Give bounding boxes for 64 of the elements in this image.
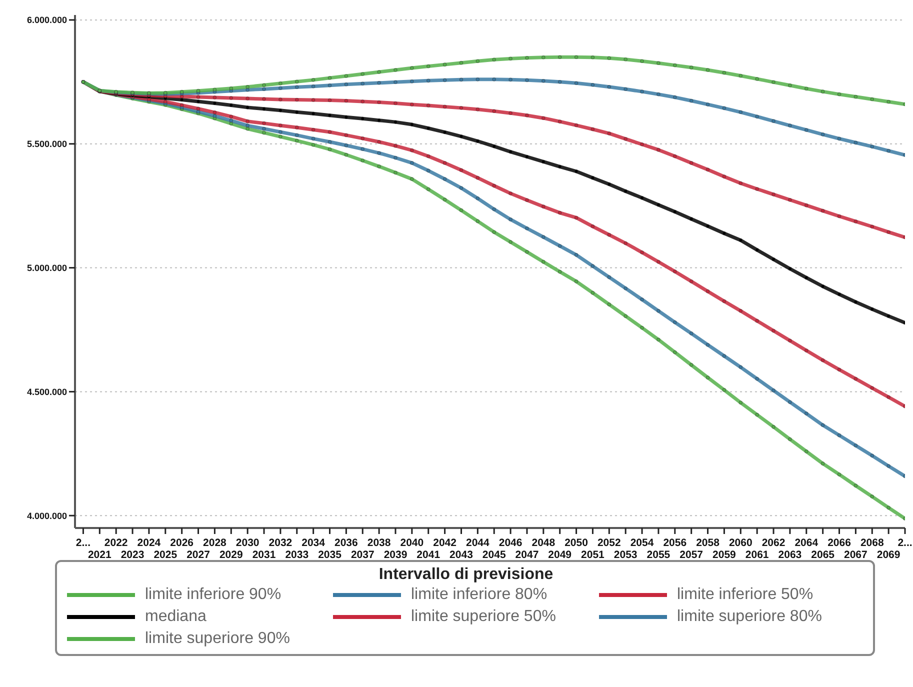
x-tick-label: 2... xyxy=(898,537,912,549)
x-tick-label: 2032 xyxy=(268,537,292,549)
y-tick-label: 6.000.000 xyxy=(26,15,67,26)
y-tick-label: 4.000.000 xyxy=(26,510,67,521)
x2-tick-label: 2025 xyxy=(154,549,178,561)
x2-tick-label: 2031 xyxy=(252,549,276,561)
x2-tick-label: 2035 xyxy=(318,549,342,561)
x2-tick-label: 2061 xyxy=(745,549,769,561)
x-tick-label: 2040 xyxy=(400,537,424,549)
legend-label: limite inferiore 90% xyxy=(145,586,282,604)
x2-tick-label: 2055 xyxy=(646,549,670,561)
x2-tick-label: 2033 xyxy=(285,549,309,561)
x-tick-label: 2050 xyxy=(564,537,588,549)
legend-label: mediana xyxy=(145,608,206,626)
x2-tick-label: 2063 xyxy=(778,549,802,561)
legend-label: limite superiore 90% xyxy=(145,630,290,648)
x-tick-label: 2030 xyxy=(236,537,260,549)
x-tick-label: 2064 xyxy=(794,537,818,549)
x-tick-label: 2048 xyxy=(532,537,556,549)
x-tick-label: 2024 xyxy=(137,537,161,549)
x2-tick-label: 2047 xyxy=(515,549,539,561)
legend-label: limite inferiore 50% xyxy=(677,586,814,604)
x-tick-label: 2042 xyxy=(433,537,457,549)
y-tick-label: 4.500.000 xyxy=(26,386,67,397)
x2-tick-label: 2067 xyxy=(844,549,868,561)
x-tick-label: 2052 xyxy=(597,537,621,549)
x-tick-label: 2054 xyxy=(630,537,654,549)
x-tick-label: 2036 xyxy=(334,537,358,549)
y-tick-label: 5.000.000 xyxy=(26,262,67,273)
x2-tick-label: 2029 xyxy=(219,549,243,561)
y-tick-label: 5.500.000 xyxy=(26,139,67,150)
x2-tick-label: 2043 xyxy=(450,549,474,561)
legend-title: Intervallo di previsione xyxy=(378,566,554,584)
x-tick-label: 2058 xyxy=(696,537,720,549)
x2-tick-label: 2027 xyxy=(186,549,210,561)
x-tick-label: 2026 xyxy=(170,537,194,549)
x-tick-label: 2034 xyxy=(302,537,326,549)
x2-tick-label: 2069 xyxy=(876,549,900,561)
x2-tick-label: 2023 xyxy=(120,549,144,561)
x2-tick-label: 2065 xyxy=(811,549,835,561)
x-tick-label: 2022 xyxy=(104,537,128,549)
x-tick-label: 2062 xyxy=(762,537,786,549)
x-tick-label: 2028 xyxy=(203,537,227,549)
legend-label: limite superiore 50% xyxy=(411,608,556,626)
x2-tick-label: 2021 xyxy=(88,549,112,561)
legend-label: limite superiore 80% xyxy=(677,608,822,626)
x-tick-label: 2046 xyxy=(498,537,522,549)
legend-label: limite inferiore 80% xyxy=(411,586,548,604)
x2-tick-label: 2039 xyxy=(384,549,408,561)
x-tick-label: 2066 xyxy=(828,537,852,549)
x2-tick-label: 2049 xyxy=(548,549,572,561)
x-tick-label: 2068 xyxy=(860,537,884,549)
x-tick-label: 2056 xyxy=(663,537,687,549)
x-tick-label: 2060 xyxy=(728,537,752,549)
x2-tick-label: 2045 xyxy=(482,549,506,561)
x2-tick-label: 2059 xyxy=(712,549,736,561)
x2-tick-label: 2053 xyxy=(614,549,638,561)
x2-tick-label: 2041 xyxy=(416,549,440,561)
x-tick-label: 2... xyxy=(76,537,91,549)
x2-tick-label: 2051 xyxy=(581,549,605,561)
x-tick-label: 2044 xyxy=(466,537,490,549)
x2-tick-label: 2037 xyxy=(350,549,374,561)
x2-tick-label: 2057 xyxy=(680,549,704,561)
x-tick-label: 2038 xyxy=(367,537,391,549)
